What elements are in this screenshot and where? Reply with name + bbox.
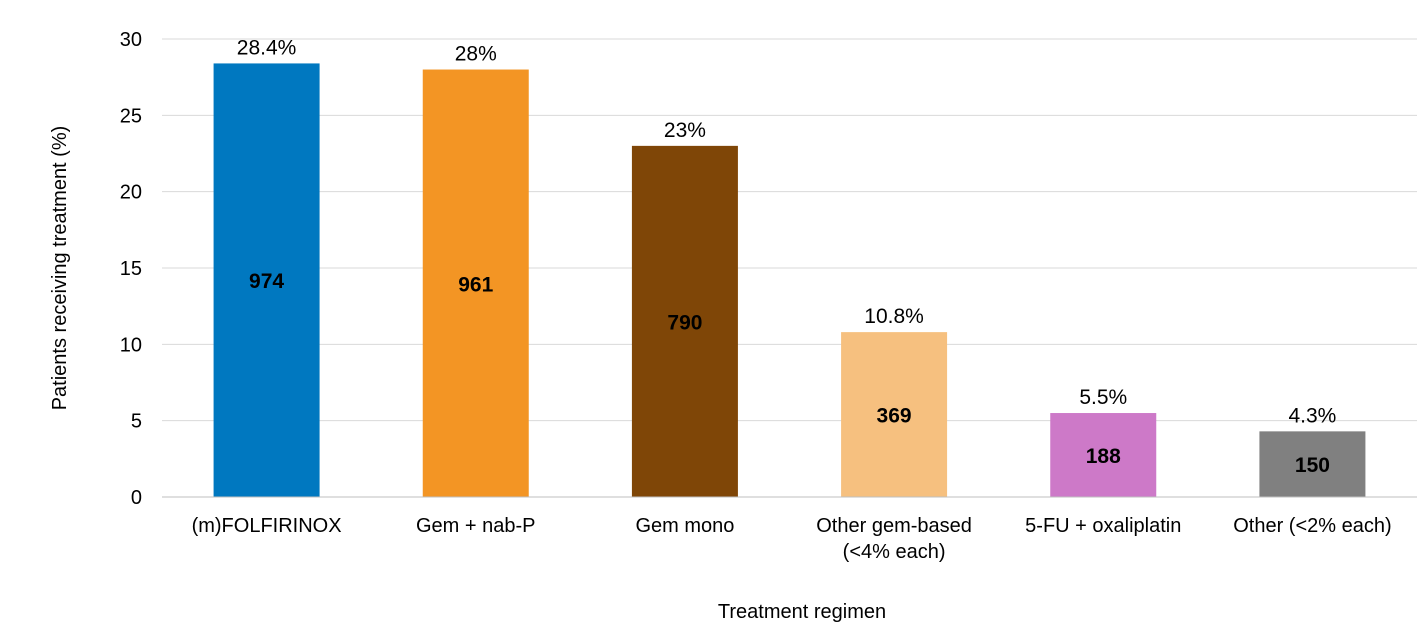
y-axis-title: Patients receiving treatment (%) — [49, 126, 71, 411]
y-tick-label: 20 — [120, 182, 142, 204]
bar-count-label: 790 — [667, 311, 702, 334]
bar-value-label: 10.8% — [864, 305, 924, 328]
bar-value-label: 28% — [455, 43, 497, 66]
y-tick-label: 5 — [131, 411, 142, 433]
bar-count-label: 961 — [458, 273, 493, 296]
y-axis-ticks: 0 5 10 15 20 25 30 — [120, 29, 142, 509]
bar-value-label: 4.3% — [1288, 404, 1336, 427]
bar — [213, 63, 320, 497]
bar — [422, 69, 529, 498]
x-category-label: Other (<2% each) — [1233, 515, 1391, 537]
bar-value-label: 28.4% — [237, 36, 297, 59]
y-tick-label: 15 — [120, 258, 142, 280]
x-axis-title: Treatment regimen — [718, 601, 886, 623]
bar — [631, 145, 738, 497]
x-category-label: 5-FU + oxaliplatin — [1025, 515, 1181, 537]
bar-value-label: 5.5% — [1079, 386, 1127, 409]
bar-count-label: 188 — [1086, 445, 1121, 468]
y-tick-label: 10 — [120, 334, 142, 356]
bar — [841, 332, 948, 497]
x-category-label: Gem + nab-P — [416, 515, 536, 537]
x-category-label: Other gem-based — [816, 515, 972, 537]
bar-count-label: 974 — [249, 270, 284, 293]
y-tick-label: 30 — [120, 29, 142, 51]
y-tick-label: 0 — [131, 487, 142, 509]
gridlines — [162, 38, 1417, 422]
bar — [1050, 413, 1157, 497]
bar-count-label: 150 — [1295, 454, 1330, 477]
bar-count-label: 369 — [877, 405, 912, 428]
x-category-label: (<4% each) — [843, 541, 946, 563]
bar-value-label: 23% — [664, 119, 706, 142]
bars — [213, 63, 1366, 498]
x-axis-categories: (m)FOLFIRINOX Gem + nab-P Gem mono Other ge… — [192, 515, 1392, 563]
data-labels: 28.4% 974 28% 961 23% 790 10.8% 369 5.5% 188 4.3% 1… — [237, 36, 1337, 477]
bar — [1259, 431, 1366, 497]
x-category-label: (m)FOLFIRINOX — [192, 515, 342, 537]
x-category-label: Gem mono — [635, 515, 734, 537]
y-tick-label: 25 — [120, 105, 142, 127]
